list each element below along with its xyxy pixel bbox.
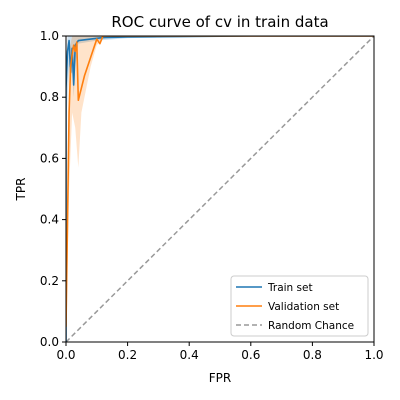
x-axis-ticks: 0.0 0.2 0.4 0.6 0.8 1.0 (56, 342, 384, 362)
x-tick-label: 0.6 (241, 348, 260, 362)
legend-box (230, 275, 369, 337)
y-tick-label: 0.8 (40, 90, 59, 104)
x-tick-label: 1.0 (364, 348, 383, 362)
series-lines (66, 36, 374, 342)
chart-title: ROC curve of cv in train data (111, 13, 328, 31)
y-axis-ticks: 0.0 0.2 0.4 0.6 0.8 1.0 (40, 29, 66, 349)
y-tick-label: 1.0 (40, 29, 59, 43)
y-tick-label: 0.4 (40, 213, 59, 227)
legend-label-train-set: Train set (267, 282, 313, 294)
legend-label-validation-set: Validation set (268, 301, 339, 313)
random-chance-line (66, 36, 374, 342)
y-tick-label: 0.6 (40, 151, 59, 165)
x-axis-label: FPR (209, 371, 231, 385)
y-tick-label: 0.2 (40, 274, 59, 288)
x-tick-label: 0.2 (118, 348, 137, 362)
x-tick-label: 0.0 (56, 348, 75, 362)
validation-set-line (66, 36, 374, 327)
x-tick-label: 0.4 (180, 348, 199, 362)
legend-label-random-chance: Random Chance (268, 320, 354, 332)
y-tick-label: 0.0 (40, 335, 59, 349)
y-axis-label: TPR (14, 178, 28, 202)
plot-frame (65, 35, 375, 343)
train-set-line (66, 36, 374, 342)
x-tick-label: 0.8 (303, 348, 322, 362)
legend: Train set Validation set Random Chance (230, 275, 369, 337)
